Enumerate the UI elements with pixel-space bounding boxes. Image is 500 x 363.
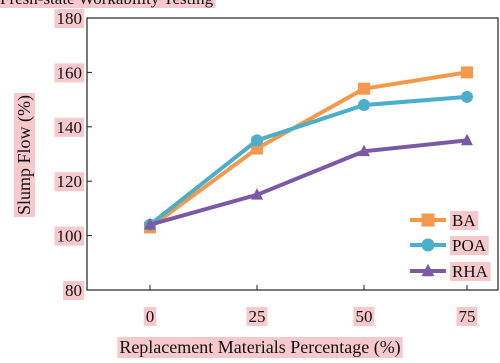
data-point-rha <box>358 144 370 157</box>
legend-label: POA <box>452 236 487 255</box>
y-tick-label-group: 140 <box>54 117 84 137</box>
legend-label-highlight <box>450 262 491 281</box>
legend-label-group: POA <box>450 236 489 255</box>
legend-marker <box>421 263 435 277</box>
x-tick-label-highlight <box>143 307 157 326</box>
y-tick-label-highlight <box>63 281 84 300</box>
y-tick-label: 180 <box>57 9 83 28</box>
x-tick-label: 25 <box>249 307 266 326</box>
series-line-ba <box>148 70 469 230</box>
y-axis-label: Slump Flow (%) <box>14 95 35 215</box>
y-tick-label-group: 100 <box>54 226 84 246</box>
x-tick-label-group: 75 <box>456 307 478 326</box>
legend-label-group: BA <box>450 211 479 230</box>
x-axis-label-group: Replacement Materials Percentage (%) <box>117 337 403 358</box>
legend-label-group: RHA <box>450 262 491 281</box>
data-point-ba <box>358 82 370 95</box>
x-tick-label-highlight <box>246 307 268 326</box>
y-tick-label: 160 <box>57 63 83 82</box>
x-tick-label-highlight <box>353 307 375 326</box>
plot-area-frame <box>86 17 499 291</box>
y-tick-label-group: 160 <box>54 63 84 83</box>
data-point-rha <box>251 188 263 200</box>
y-tick-label-highlight <box>54 226 84 246</box>
x-tick-label-group: 25 <box>246 307 268 326</box>
y-tick-label-group: 80 <box>63 281 84 300</box>
x-tick-label: 0 <box>146 307 155 326</box>
y-tick-label: 100 <box>57 227 83 246</box>
x-tick-label-group: 0 <box>143 307 157 326</box>
legend-item-ba: BA <box>410 211 479 230</box>
y-tick-label: 140 <box>57 118 83 137</box>
legend-label-highlight <box>450 211 479 230</box>
y-tick-label: 120 <box>57 172 83 191</box>
chart-title-group: Fresh-state Workability Testing <box>0 0 216 8</box>
chart-title-highlight <box>0 0 216 8</box>
x-axis-label: Replacement Materials Percentage (%) <box>119 337 400 358</box>
series-line-poa <box>148 94 469 227</box>
y-axis-label-group: Slump Flow (%) <box>14 92 35 218</box>
x-tick-label: 75 <box>459 307 476 326</box>
legend-label: RHA <box>452 262 489 281</box>
x-tick-label: 50 <box>356 307 373 326</box>
series-rha <box>144 133 473 230</box>
legend-marker <box>421 213 435 227</box>
legend-item-poa: POA <box>410 236 489 255</box>
y-axis-label-highlight <box>14 92 35 218</box>
y-tick-label-highlight <box>54 63 84 83</box>
data-point-poa <box>251 134 263 147</box>
series-line-rha <box>148 138 469 227</box>
data-point-rha <box>461 133 473 146</box>
series-poa <box>144 90 473 231</box>
series-ba <box>144 66 473 234</box>
data-point-poa <box>358 99 370 112</box>
y-tick-label-highlight <box>54 9 84 28</box>
chart-title: Fresh-state Workability Testing <box>0 0 214 8</box>
legend-marker <box>421 238 435 252</box>
y-tick-label-highlight <box>54 117 84 137</box>
y-tick-label-highlight <box>54 172 84 192</box>
x-tick-label-group: 50 <box>353 307 375 326</box>
data-point-rha <box>144 218 156 230</box>
y-tick-label-group: 120 <box>54 172 84 192</box>
legend-label-highlight <box>450 236 489 255</box>
y-tick-label: 80 <box>65 281 82 300</box>
data-point-poa <box>461 90 473 103</box>
legend-item-rha: RHA <box>410 262 491 281</box>
x-axis-label-highlight <box>117 337 403 358</box>
legend-label: BA <box>452 211 476 230</box>
data-point-ba <box>461 66 473 79</box>
y-tick-label-group: 180 <box>54 9 84 28</box>
x-tick-label-highlight <box>456 307 478 326</box>
